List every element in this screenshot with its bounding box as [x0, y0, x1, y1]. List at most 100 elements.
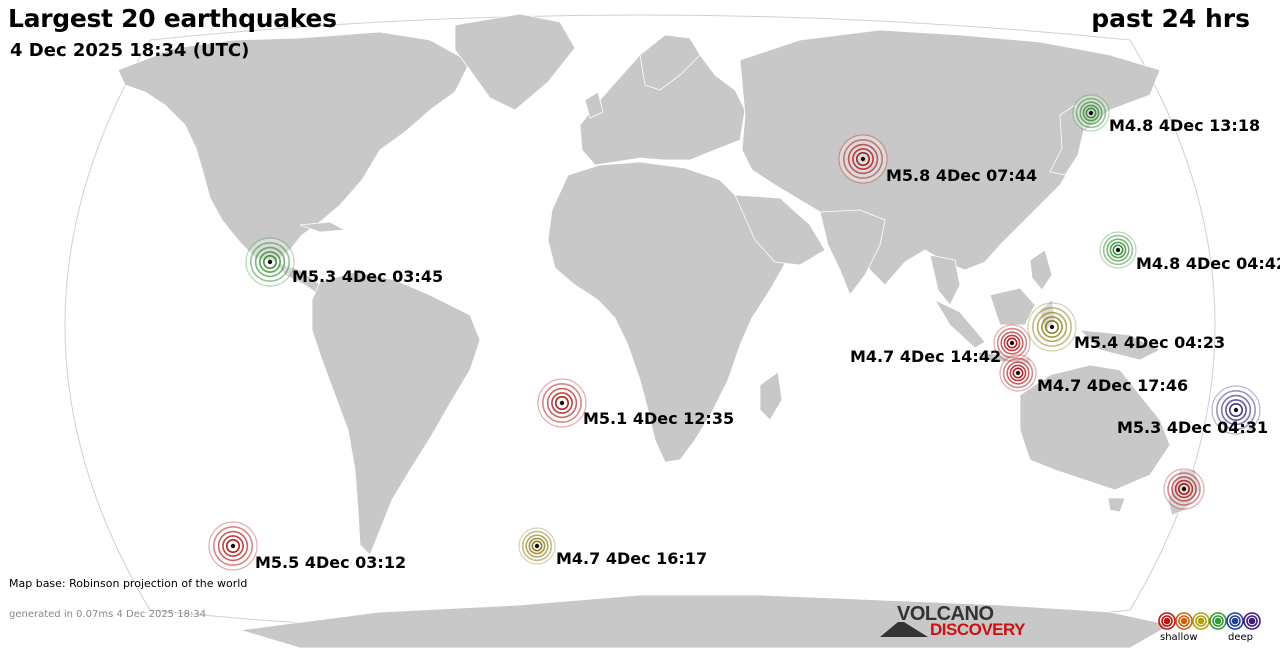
cuba	[299, 221, 346, 233]
earthquake-marker[interactable]	[1027, 302, 1077, 352]
earthquake-ring	[1075, 97, 1107, 129]
earthquake-label[interactable]: M4.7 4Dec 16:17	[556, 549, 708, 568]
earthquake-ring	[554, 395, 569, 410]
earthquake-epicenter	[1049, 324, 1055, 330]
earthquake-marker[interactable]	[245, 237, 295, 287]
legend-depth-ring	[1248, 617, 1256, 625]
earthquake-label[interactable]: M4.8 4Dec 04:42	[1136, 254, 1280, 273]
generated-note: generated in 0.07ms 4 Dec 2025 18:34	[9, 609, 207, 620]
earthquake-ring	[1178, 482, 1191, 495]
earthquake-ring	[541, 382, 582, 423]
scandinavia	[639, 34, 701, 91]
australia	[1019, 364, 1171, 491]
earthquake-marker[interactable]	[999, 354, 1037, 392]
depth-legend-rings	[1158, 612, 1261, 630]
asia	[739, 29, 1161, 286]
earthquake-marker[interactable]	[993, 324, 1031, 362]
earthquake-ring	[226, 538, 241, 553]
time-period: past 24 hrs	[1091, 4, 1250, 33]
earthquake-epicenter	[534, 543, 540, 549]
southeast-asia	[929, 254, 961, 306]
earthquake-ring	[531, 540, 543, 552]
earthquake-epicenter	[230, 543, 236, 549]
earthquake-ring	[1003, 334, 1021, 352]
map-credit: Map base: Robinson projection of the wor…	[9, 577, 248, 590]
borneo	[989, 287, 1036, 326]
earthquake-marker[interactable]	[518, 527, 556, 565]
legend-depth-ring	[1197, 617, 1205, 625]
earthquake-label[interactable]: M5.5 4Dec 03:12	[255, 553, 407, 572]
earthquake-ring	[222, 535, 244, 557]
legend-depth-ring	[1214, 617, 1222, 625]
volcano-logo-icon	[880, 622, 928, 637]
earthquake-epicenter	[1233, 407, 1239, 413]
earthquake-ring	[1006, 361, 1030, 385]
earthquake-label[interactable]: M4.7 4Dec 14:42	[850, 347, 1002, 366]
new-guinea	[1079, 329, 1161, 361]
earthquake-marker[interactable]	[1211, 385, 1261, 435]
antarctica	[239, 594, 1171, 649]
earthquake-ring	[1220, 394, 1252, 426]
earthquake-label[interactable]: M5.4 4Dec 04:23	[1074, 333, 1226, 352]
volcanodiscovery-logo[interactable]: VOLCANO DISCOVERY	[880, 603, 1040, 643]
legend-depth-ring	[1161, 615, 1173, 627]
legend-depth-ring	[1175, 612, 1193, 630]
earthquake-ring	[1229, 402, 1244, 417]
earthquake-marker[interactable]	[838, 134, 888, 184]
earthquake-ring	[521, 530, 553, 562]
earthquake-epicenter	[1009, 340, 1015, 346]
earthquake-ring	[1002, 357, 1034, 389]
madagascar	[759, 371, 783, 421]
earthquake-ring	[842, 139, 883, 180]
earthquake-ring	[1171, 476, 1197, 502]
legend-depth-ring	[1229, 615, 1241, 627]
earthquake-epicenter	[1181, 486, 1187, 492]
earthquake-ring	[546, 387, 578, 419]
earthquake-ring	[259, 251, 281, 273]
europe	[579, 44, 746, 166]
earthquake-marker[interactable]	[1072, 94, 1110, 132]
earthquake-marker[interactable]	[537, 378, 587, 428]
earthquake-epicenter	[267, 259, 273, 265]
earthquake-ring	[852, 148, 874, 170]
north-america	[117, 31, 471, 263]
legend-depth-ring	[1243, 612, 1261, 630]
earthquake-ring	[1174, 479, 1194, 499]
earthquake-ring	[1112, 244, 1124, 256]
earthquake-marker[interactable]	[1099, 231, 1137, 269]
land-masses	[117, 13, 1201, 649]
earthquake-label[interactable]: M4.8 4Dec 13:18	[1109, 116, 1261, 135]
earthquake-ring	[1006, 337, 1018, 349]
earthquake-marker[interactable]	[208, 521, 258, 571]
earthquake-ring	[551, 392, 573, 414]
earthquake-ring	[1167, 472, 1201, 506]
earthquake-ring	[1225, 399, 1247, 421]
legend-depth-ring	[1195, 615, 1207, 627]
earthquake-label[interactable]: M5.3 4Dec 03:45	[292, 267, 444, 286]
earthquake-ring	[1079, 101, 1103, 125]
south-america	[311, 271, 481, 556]
earthquake-label[interactable]: M5.1 4Dec 12:35	[583, 409, 735, 428]
philippines	[1029, 249, 1053, 291]
legend-depth-ring	[1180, 617, 1188, 625]
earthquake-marker[interactable]	[1163, 468, 1205, 510]
logo-text-volcano: VOLCANO	[897, 603, 994, 625]
earthquake-label[interactable]: M4.7 4Dec 17:46	[1037, 376, 1189, 395]
map-outline	[64, 14, 1216, 636]
earthquake-ring	[1085, 107, 1097, 119]
earthquake-ring	[1032, 306, 1073, 347]
earthquake-ring	[1216, 389, 1257, 430]
legend-depth-ring	[1158, 612, 1176, 630]
greenland	[454, 13, 576, 111]
british-isles	[584, 91, 604, 119]
earthquake-label[interactable]: M5.8 4Dec 07:44	[886, 166, 1038, 185]
legend-depth-ring	[1163, 617, 1171, 625]
earthquake-ring	[1045, 319, 1060, 334]
earthquake-ring	[254, 246, 286, 278]
earthquake-epicenter	[1088, 110, 1094, 116]
earthquake-label[interactable]: M5.3 4Dec 04:31	[1117, 418, 1269, 437]
arabian-peninsula	[734, 194, 826, 266]
logo-text-discovery: DISCOVERY	[930, 620, 1026, 639]
